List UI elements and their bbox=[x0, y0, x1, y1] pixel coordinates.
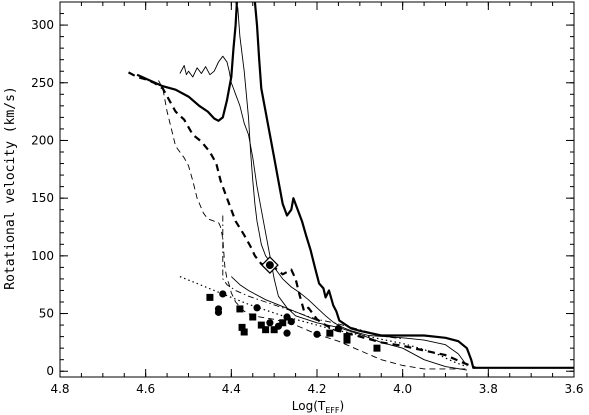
x-axis-label: Log(TEFF) bbox=[292, 399, 344, 415]
x-tick-label: 3.8 bbox=[479, 382, 498, 396]
x-tick-label: 4.8 bbox=[50, 382, 69, 396]
y-tick-label: 250 bbox=[31, 76, 54, 90]
circle-marker bbox=[283, 329, 291, 337]
square-marker bbox=[373, 344, 381, 352]
x-tick-label: 4.4 bbox=[222, 382, 241, 396]
y-tick-label: 300 bbox=[31, 18, 54, 32]
y-tick-label: 200 bbox=[31, 133, 54, 147]
square-marker bbox=[238, 323, 246, 331]
diamond-center-dot bbox=[265, 261, 274, 270]
circle-marker bbox=[214, 305, 223, 313]
plot-frame bbox=[59, 1, 575, 378]
series-line-7 bbox=[222, 215, 403, 340]
square-marker bbox=[326, 329, 334, 337]
x-tick-label: 4.2 bbox=[307, 382, 326, 396]
series-line-9 bbox=[230, 276, 318, 321]
circle-marker bbox=[287, 318, 295, 326]
series-line-6 bbox=[235, 1, 468, 366]
series-line-1 bbox=[253, 1, 574, 369]
circle-marker bbox=[253, 304, 261, 312]
series-line-5 bbox=[179, 55, 467, 371]
y-tick-label: 150 bbox=[31, 191, 54, 205]
square-marker bbox=[270, 326, 278, 334]
series-line-8 bbox=[179, 276, 468, 368]
y-tick-label: 50 bbox=[39, 307, 54, 321]
series-line-4 bbox=[158, 80, 467, 370]
circle-marker bbox=[283, 313, 291, 321]
square-marker bbox=[279, 319, 287, 327]
series-lines bbox=[127, 1, 574, 371]
circle-marker bbox=[219, 290, 227, 298]
x-tick-label: 3.6 bbox=[564, 382, 583, 396]
x-tick-label: 4.6 bbox=[136, 382, 155, 396]
circle-marker bbox=[334, 324, 343, 333]
y-tick-label: 0 bbox=[46, 364, 54, 378]
axis-ticks: 4.8 4.6 4.4 4.2 4.0 3.8 3.6 0 50 100 150 200 250 300 bbox=[31, 1, 584, 396]
x-tick-label: 4.0 bbox=[393, 382, 412, 396]
square-marker bbox=[206, 293, 214, 301]
square-marker bbox=[249, 313, 257, 321]
y-axis-label: Rotational velocity (km/s) bbox=[3, 86, 18, 290]
x-axis-label-subscript: EFF bbox=[325, 406, 340, 415]
square-marker bbox=[262, 326, 270, 334]
square-marker bbox=[236, 305, 244, 313]
circle-marker bbox=[274, 322, 283, 330]
data-markers bbox=[206, 256, 381, 352]
square-marker bbox=[240, 328, 248, 336]
series-line-2 bbox=[136, 1, 238, 122]
circle-marker bbox=[266, 319, 274, 327]
circle-marker bbox=[313, 330, 321, 338]
square-marker bbox=[343, 333, 351, 341]
y-tick-label: 100 bbox=[31, 249, 54, 263]
square-marker bbox=[257, 321, 265, 329]
